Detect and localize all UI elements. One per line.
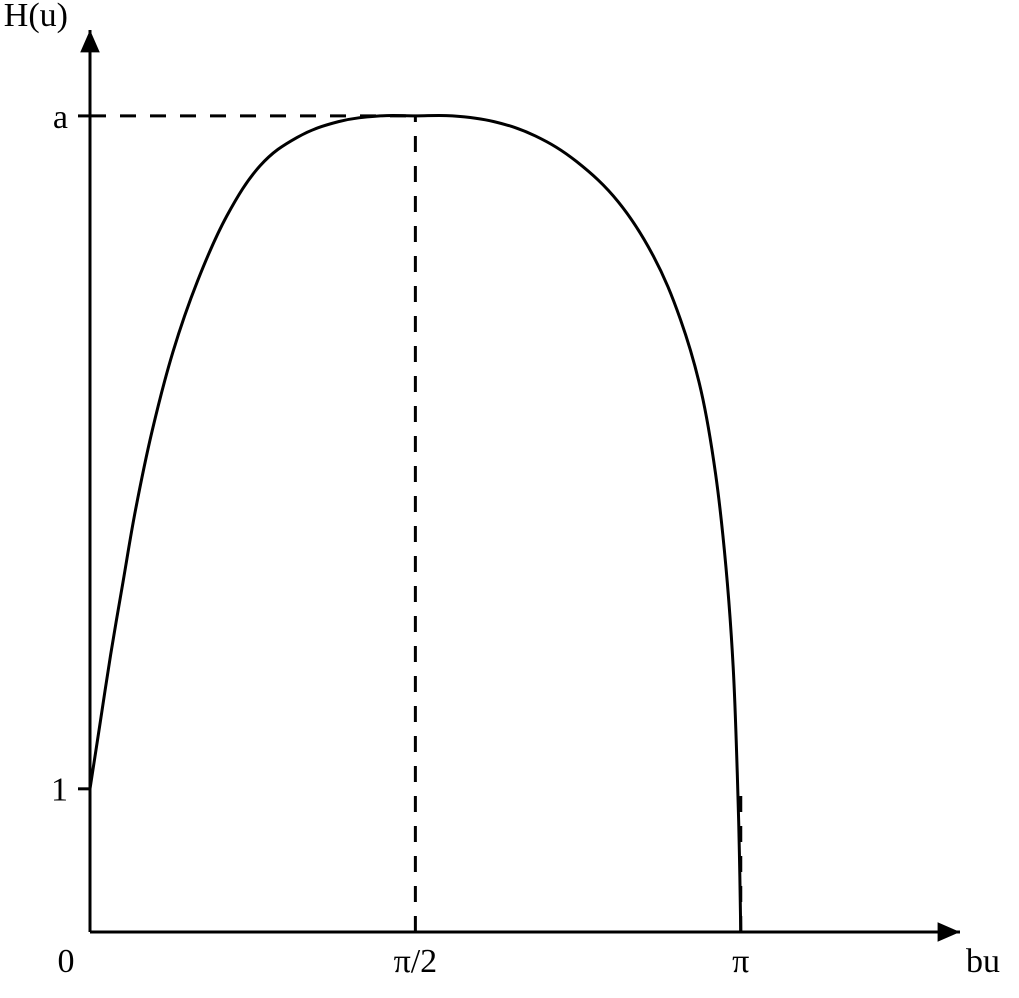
x-tick-label: π [732, 943, 749, 980]
x-tick-label: π/2 [394, 943, 438, 980]
y-axis-label: H(u) [4, 0, 68, 34]
origin-label: 0 [58, 943, 75, 980]
y-tick-label: 1 [51, 772, 68, 809]
function-chart: 1 a π/2 π 0 H(u) bu [0, 0, 1019, 998]
x-axis-label: bu [966, 943, 1000, 980]
y-tick-label: a [53, 99, 68, 136]
